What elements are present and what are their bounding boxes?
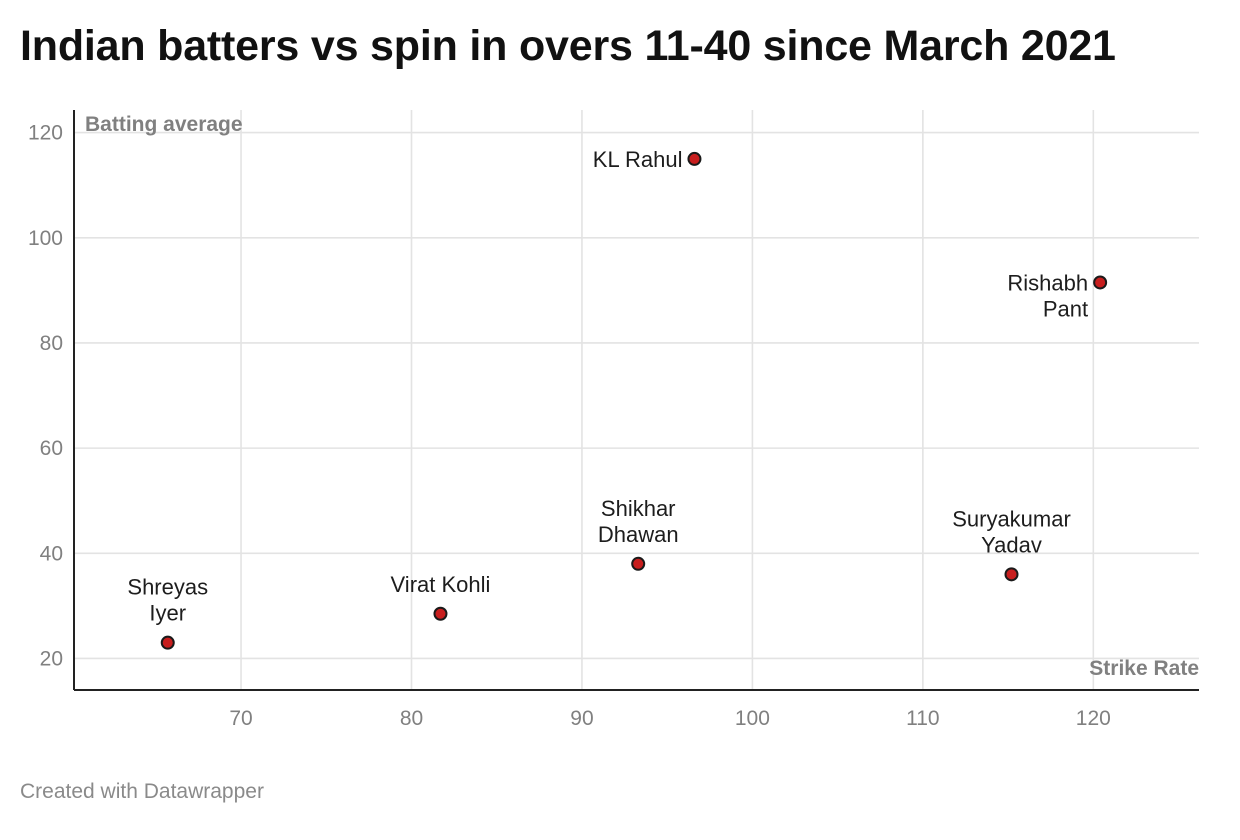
data-point xyxy=(631,556,646,571)
point-label: KL Rahul xyxy=(593,147,683,172)
point-label-line: KL Rahul xyxy=(593,147,683,172)
point-label-line: Suryakumar xyxy=(952,506,1071,531)
y-axis-title: Batting average xyxy=(85,113,243,136)
x-tick-label: 70 xyxy=(229,707,252,730)
y-tick-label: 20 xyxy=(40,647,63,670)
point-label-line: Dhawan xyxy=(598,522,679,547)
data-point xyxy=(1093,275,1108,290)
axes xyxy=(73,110,1199,691)
footer-credit: Created with Datawrapper xyxy=(20,780,264,803)
x-tick-label: 90 xyxy=(570,707,593,730)
y-tick-label: 80 xyxy=(40,332,63,355)
point-label-line: Rishabh xyxy=(1007,270,1088,295)
data-point xyxy=(433,606,448,621)
point-label-line: Shreyas xyxy=(127,575,208,600)
point-label: Virat Kohli xyxy=(391,572,491,597)
x-tick-label: 120 xyxy=(1076,707,1111,730)
data-point xyxy=(1004,567,1019,582)
y-tick-label: 120 xyxy=(28,122,63,145)
data-points xyxy=(160,151,1108,650)
y-tick-label: 60 xyxy=(40,437,63,460)
point-label-line: Shikhar xyxy=(601,496,676,521)
x-tick-label: 80 xyxy=(400,707,423,730)
point-label: Suryakumar Yadav xyxy=(952,506,1071,557)
tick-labels: 20 40 60 80 100 120 70 80 90 100 110 120 xyxy=(28,122,1111,730)
point-label: Rishabh Pant xyxy=(1007,270,1088,321)
point-label: Shreyas Iyer xyxy=(127,575,208,626)
point-label-line: Pant xyxy=(1043,296,1088,321)
x-tick-label: 110 xyxy=(906,707,939,730)
x-tick-label: 100 xyxy=(735,707,770,730)
point-labels: Shreyas Iyer Virat Kohli Shikhar Dhawan KL Ra… xyxy=(127,147,1088,626)
chart-title: Indian batters vs spin in overs 11-40 si… xyxy=(20,22,1116,70)
point-label: Shikhar Dhawan xyxy=(598,496,679,547)
data-point xyxy=(160,635,175,650)
y-tick-label: 100 xyxy=(28,227,63,250)
scatter-chart: 20 40 60 80 100 120 70 80 90 100 110 120 Batting av… xyxy=(28,110,1199,730)
point-label-line: Virat Kohli xyxy=(391,572,491,597)
grid-lines xyxy=(74,110,1199,690)
x-axis-title: Strike Rate xyxy=(1089,657,1199,680)
data-point xyxy=(687,151,702,166)
point-label-line: Iyer xyxy=(149,601,186,626)
y-tick-label: 40 xyxy=(40,542,63,565)
point-label-line: Yadav xyxy=(981,532,1042,557)
